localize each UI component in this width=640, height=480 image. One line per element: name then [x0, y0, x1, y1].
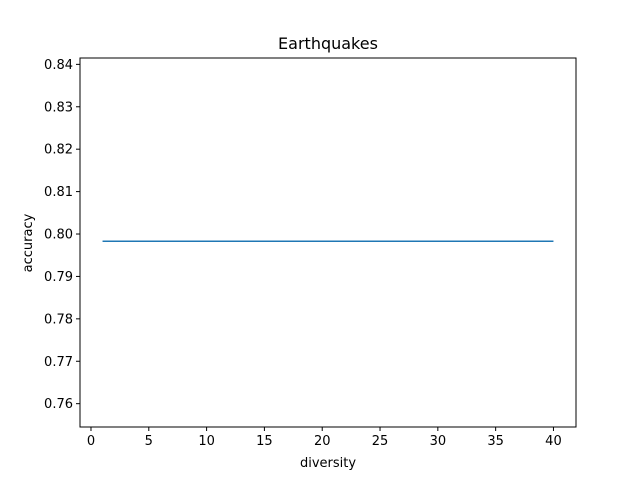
chart-title: Earthquakes: [278, 34, 378, 53]
y-tick-label: 0.84: [44, 58, 73, 73]
plot-frame: [79, 57, 577, 428]
y-tick-label: 0.78: [44, 312, 73, 327]
y-tick-label: 0.81: [44, 185, 73, 200]
y-tick-label: 0.77: [44, 355, 73, 370]
x-tick-label: 5: [145, 434, 153, 449]
x-tick-label: 10: [198, 434, 215, 449]
y-tick-label: 0.80: [44, 228, 73, 243]
x-tick-label: 40: [545, 434, 562, 449]
y-axis: 0.76 0.77 0.78 0.79 0.80 0.81 0.82 0.83 0.84: [44, 58, 80, 412]
x-tick-label: 20: [314, 434, 331, 449]
plot-area: [80, 58, 576, 427]
y-tick-label: 0.79: [44, 270, 73, 285]
x-axis: 0 5 10 15 20 25 30 35 40: [87, 427, 562, 449]
y-tick-label: 0.76: [44, 397, 73, 412]
y-tick-label: 0.82: [44, 143, 73, 158]
x-tick-label: 15: [256, 434, 273, 449]
y-axis-label: accuracy: [21, 213, 36, 272]
x-axis-label: diversity: [300, 456, 356, 471]
x-tick-label: 35: [487, 434, 504, 449]
x-tick-label: 25: [372, 434, 389, 449]
x-tick-label: 30: [430, 434, 447, 449]
x-tick-label: 0: [87, 434, 95, 449]
y-tick-label: 0.83: [44, 100, 73, 115]
